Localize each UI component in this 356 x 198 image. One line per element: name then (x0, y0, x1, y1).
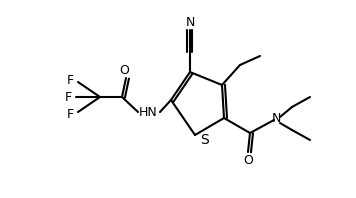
Text: N: N (271, 111, 281, 125)
Text: O: O (119, 64, 129, 76)
Text: HN: HN (138, 106, 157, 118)
Text: F: F (64, 90, 72, 104)
Text: F: F (67, 108, 74, 121)
Text: F: F (67, 73, 74, 87)
Text: S: S (201, 133, 209, 147)
Text: O: O (243, 153, 253, 167)
Text: N: N (185, 15, 195, 29)
